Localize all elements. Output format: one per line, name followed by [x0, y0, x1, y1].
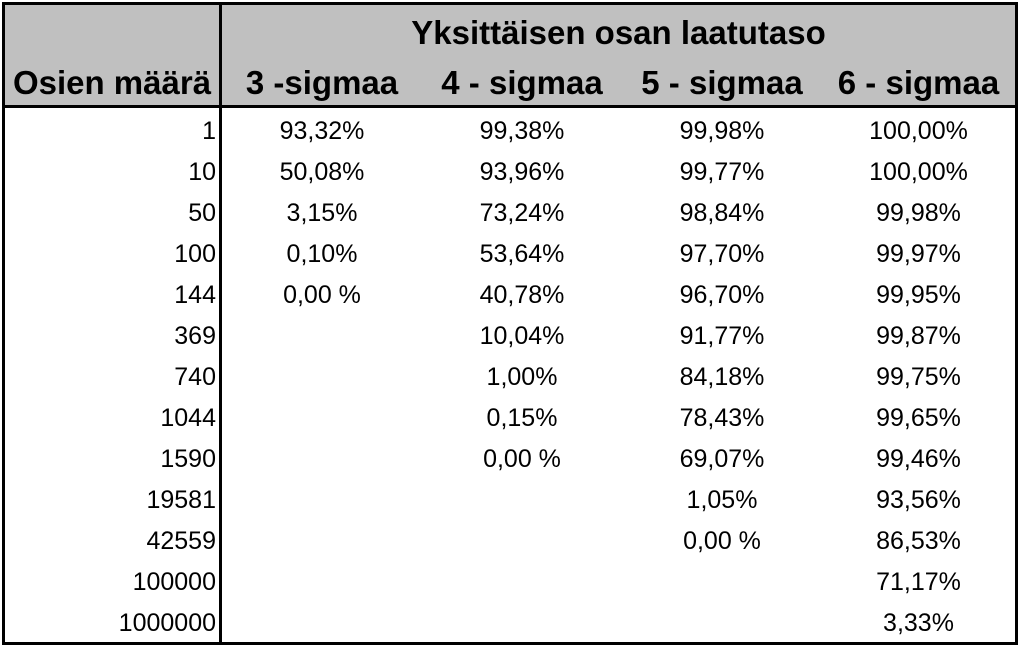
value-cell: 97,70% [679, 240, 765, 268]
value-cell: 78,43% [679, 404, 765, 432]
table-row: 1 93,32% 99,38% 99,98% 100,00% [5, 111, 1015, 152]
table-row: 369 10,04% 91,77% 99,87% [5, 316, 1015, 357]
value-cell: 1,00% [486, 363, 558, 391]
value-cell: 1,05% [686, 486, 758, 514]
value-cell: 99,98% [679, 117, 765, 145]
value-cell: 93,56% [876, 486, 961, 514]
value-cell: 98,84% [679, 199, 765, 227]
value-cell: 0,10% [286, 240, 358, 268]
part-count-cell: 740 [174, 363, 216, 391]
value-cell [422, 603, 622, 644]
part-count-cell: 369 [174, 322, 216, 350]
table-body: 1 93,32% 99,38% 99,98% 100,00% 10 50,08%… [5, 108, 1015, 642]
table-row: 1044 0,15% 78,43% 99,65% [5, 398, 1015, 439]
part-count-cell: 144 [174, 281, 216, 309]
value-cell: 100,00% [869, 117, 968, 145]
value-cell [622, 603, 822, 644]
table-row: 42559 0,00 % 86,53% [5, 521, 1015, 562]
part-count-cell: 42559 [146, 527, 216, 555]
part-count-cell: 1 [202, 117, 216, 145]
part-count-cell: 1590 [160, 445, 216, 473]
column-divider [219, 5, 222, 642]
part-count-cell: 50 [188, 199, 216, 227]
value-cell: 3,15% [286, 199, 358, 227]
column-header-5-sigma: 5 - sigmaa [641, 64, 803, 101]
value-cell [222, 316, 422, 357]
value-cell [222, 603, 422, 644]
value-cell: 99,46% [876, 445, 961, 473]
value-cell: 53,64% [479, 240, 565, 268]
table-row: 10 50,08% 93,96% 99,77% 100,00% [5, 152, 1015, 193]
value-cell: 40,78% [479, 281, 565, 309]
value-cell [222, 521, 422, 562]
table-row: 740 1,00% 84,18% 99,75% [5, 357, 1015, 398]
column-header-4-sigma: 4 - sigmaa [441, 64, 603, 101]
value-cell: 0,00 % [683, 527, 761, 555]
column-header-6-sigma: 6 - sigmaa [837, 64, 1000, 101]
value-cell: 93,96% [479, 158, 565, 186]
value-cell: 93,32% [279, 117, 365, 145]
part-count-cell: 10 [188, 158, 216, 186]
table-row: 144 0,00 % 40,78% 96,70% 99,95% [5, 275, 1015, 316]
value-cell [222, 439, 422, 480]
value-cell: 71,17% [876, 568, 961, 596]
value-cell [422, 480, 622, 521]
value-cell [222, 480, 422, 521]
table-row: 100000 71,17% [5, 562, 1015, 603]
part-count-cell: 100000 [132, 568, 216, 596]
value-cell: 99,38% [479, 117, 565, 145]
row-header-label: Osien määrä [12, 64, 212, 101]
table-row: 100 0,10% 53,64% 97,70% 99,97% [5, 234, 1015, 275]
value-cell [222, 562, 422, 603]
table-row: 50 3,15% 73,24% 98,84% 99,98% [5, 193, 1015, 234]
part-count-cell: 1000000 [118, 609, 216, 637]
table-title: Yksittäisen osan laatutaso [411, 14, 826, 51]
value-cell: 99,65% [876, 404, 961, 432]
value-cell: 99,77% [679, 158, 765, 186]
value-cell: 96,70% [679, 281, 765, 309]
value-cell [622, 562, 822, 603]
part-count-cell: 19581 [146, 486, 216, 514]
part-count-cell: 100 [174, 240, 216, 268]
value-cell: 3,33% [883, 609, 954, 637]
table-row: 19581 1,05% 93,56% [5, 480, 1015, 521]
value-cell: 69,07% [679, 445, 765, 473]
table-row: 1590 0,00 % 69,07% 99,46% [5, 439, 1015, 480]
value-cell: 99,98% [876, 199, 961, 227]
value-cell: 99,75% [876, 363, 961, 391]
value-cell: 99,87% [876, 322, 961, 350]
value-cell [422, 562, 622, 603]
value-cell: 99,95% [876, 281, 961, 309]
value-cell: 10,04% [479, 322, 565, 350]
value-cell: 73,24% [479, 199, 565, 227]
value-cell [222, 357, 422, 398]
column-header-3-sigma: 3 -sigmaa [245, 64, 399, 101]
value-cell: 91,77% [679, 322, 765, 350]
table-row: 1000000 3,33% [5, 603, 1015, 644]
value-cell: 100,00% [869, 158, 968, 186]
value-cell: 86,53% [876, 527, 961, 555]
value-cell [222, 398, 422, 439]
value-cell: 84,18% [679, 363, 765, 391]
part-count-cell: 1044 [160, 404, 216, 432]
table-header: Yksittäisen osan laatutaso Osien määrä 3… [5, 5, 1015, 108]
value-cell [422, 521, 622, 562]
value-cell: 0,00 % [483, 445, 561, 473]
value-cell: 0,00 % [283, 281, 361, 309]
value-cell: 0,15% [486, 404, 558, 432]
value-cell: 50,08% [279, 158, 365, 186]
column-headers: 3 -sigmaa 4 - sigmaa 5 - sigmaa 6 - sigm… [222, 61, 1015, 105]
value-cell: 99,97% [876, 240, 961, 268]
